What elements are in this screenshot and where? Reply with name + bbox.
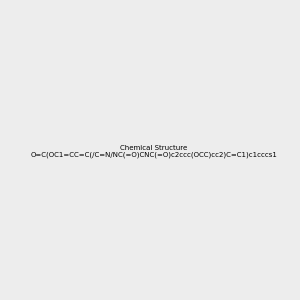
Text: Chemical Structure
O=C(OC1=CC=C(/C=N/NC(=O)CNC(=O)c2ccc(OCC)cc2)C=C1)c1cccs1: Chemical Structure O=C(OC1=CC=C(/C=N/NC(… xyxy=(30,145,277,158)
